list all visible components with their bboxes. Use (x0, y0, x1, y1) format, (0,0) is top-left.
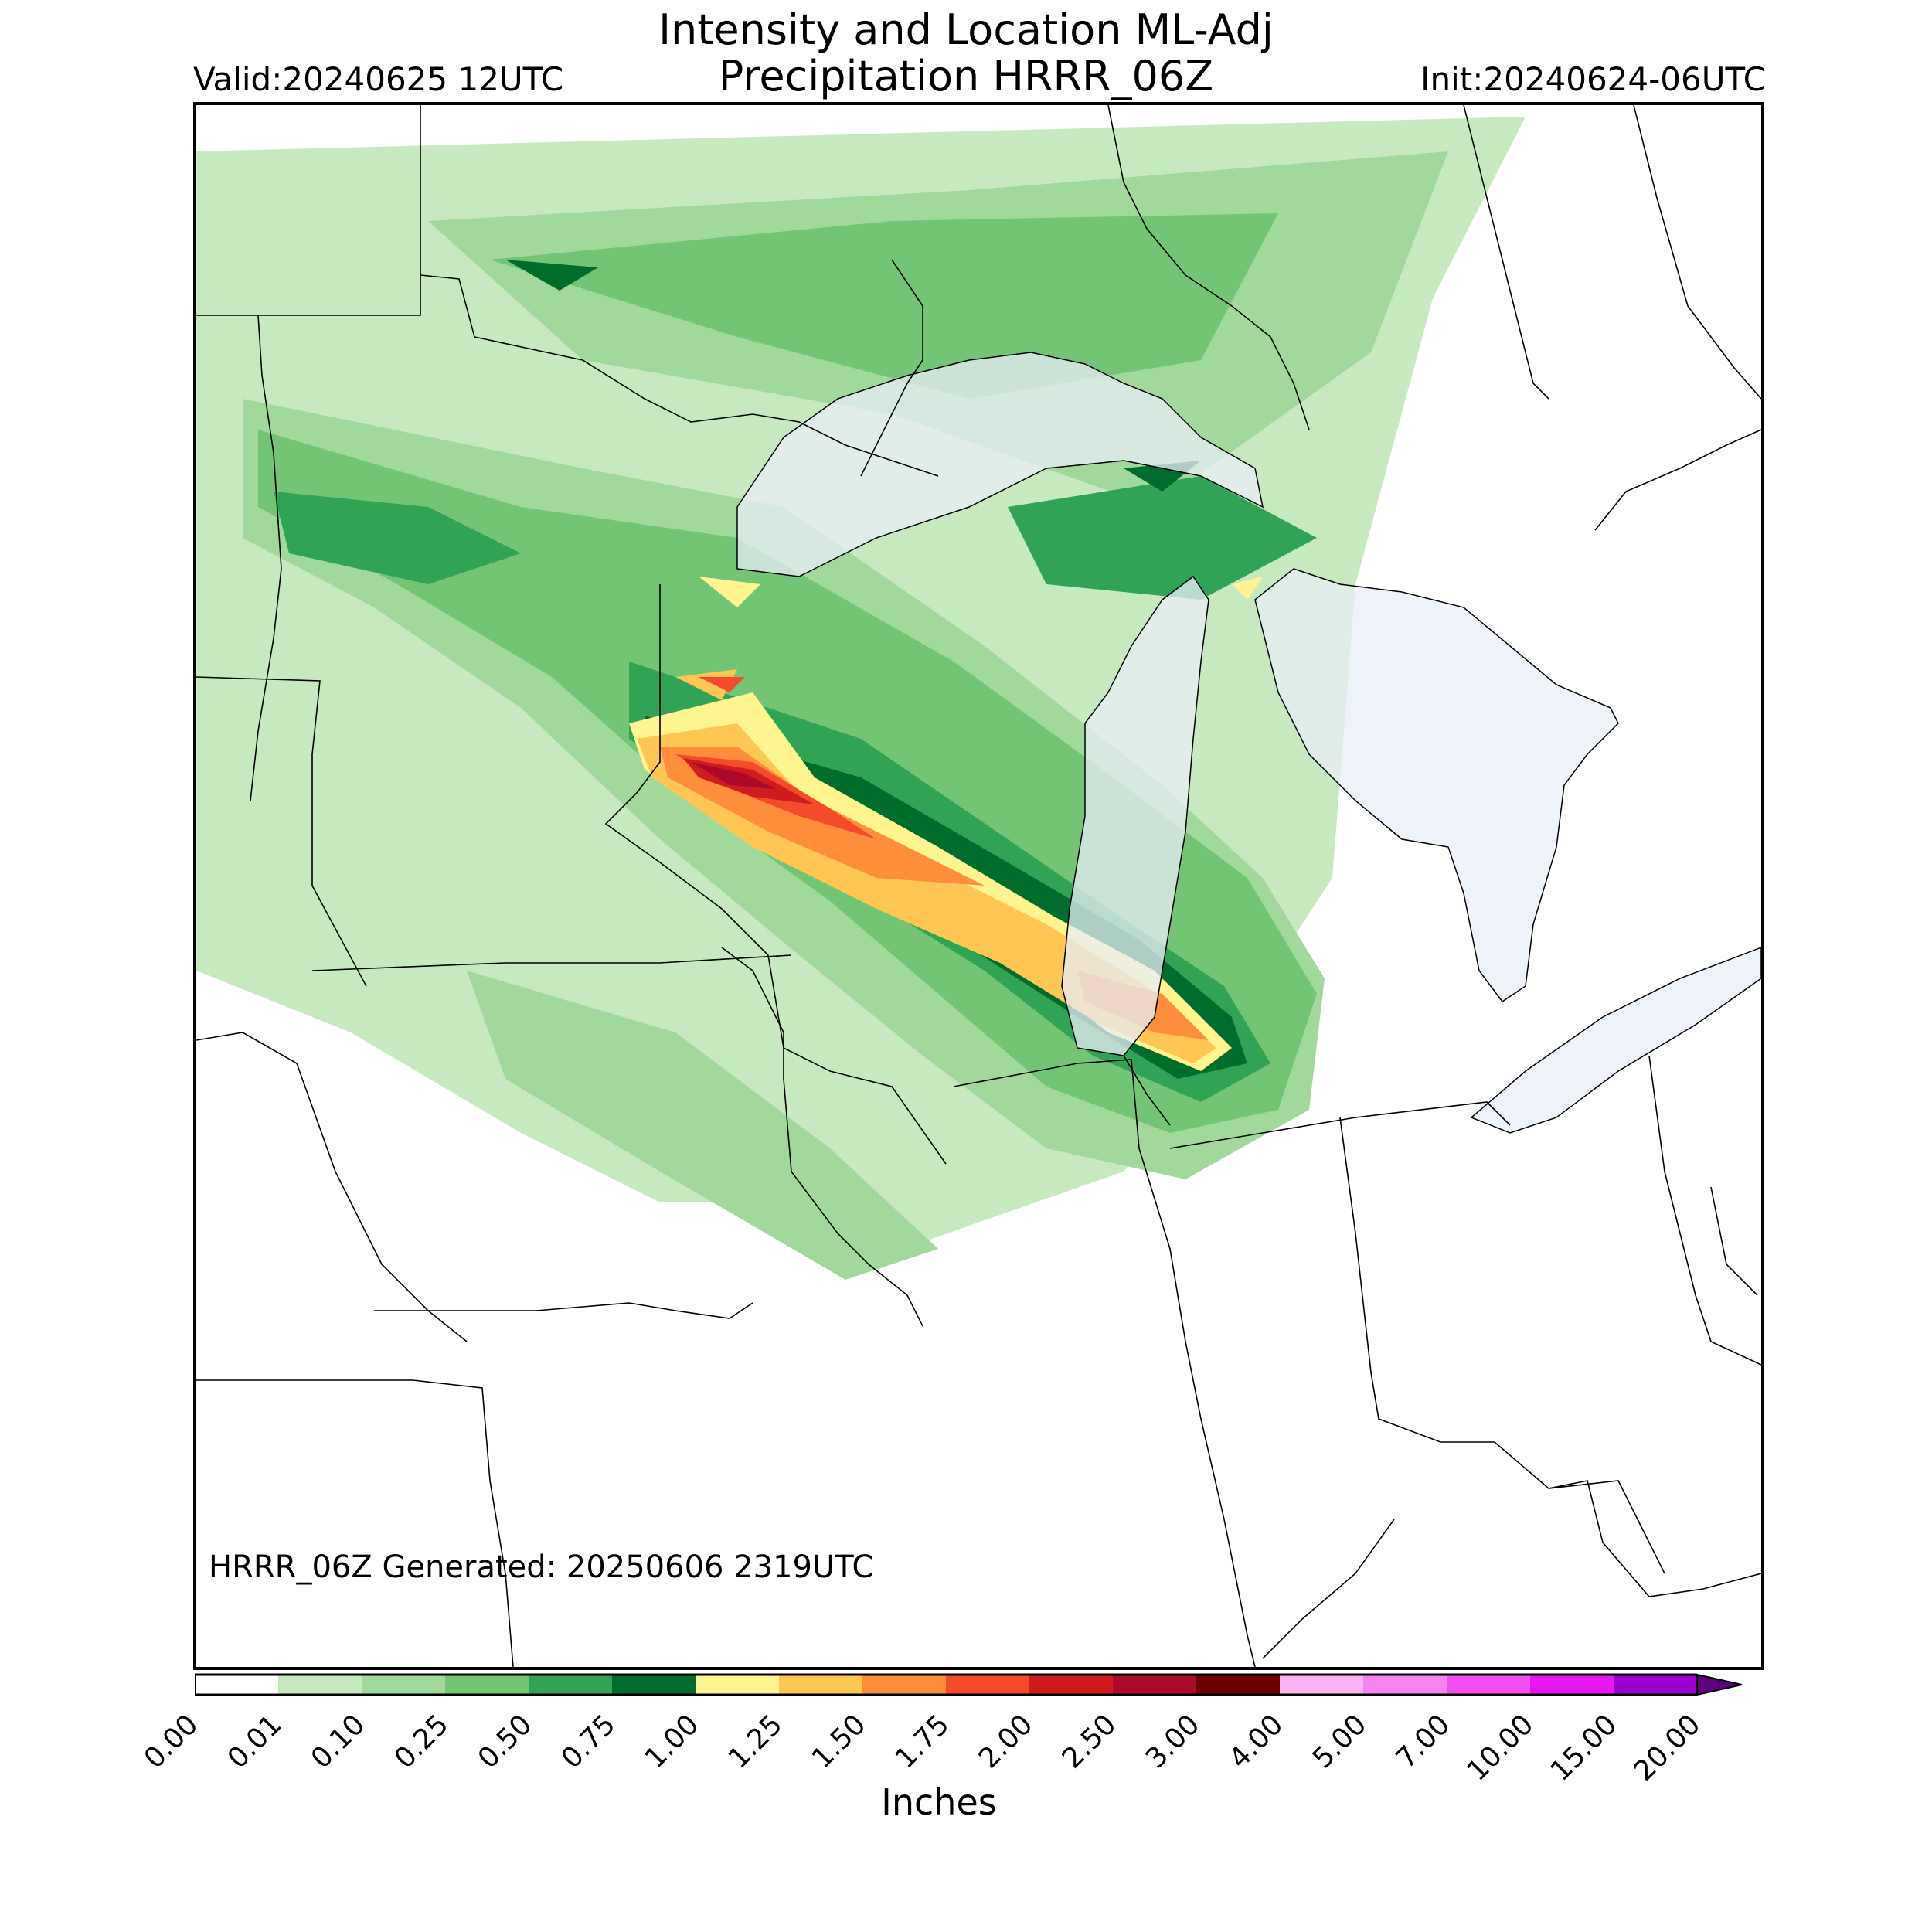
colorbar-swatch (696, 1675, 779, 1695)
chart-title-line2: Precipitation HRRR_06Z (718, 52, 1214, 100)
colorbar-tick-label: 10.00 (1461, 1709, 1540, 1787)
colorbar-swatch (362, 1675, 445, 1695)
colorbar-tick-label: 0.00 (138, 1709, 205, 1775)
colorbar-swatch (1614, 1675, 1697, 1695)
colorbar-swatch (946, 1675, 1029, 1695)
colorbar-tick-label: 1.50 (805, 1709, 872, 1775)
colorbar-tick-label: 3.00 (1139, 1709, 1206, 1775)
colorbar-tick-label: 0.01 (221, 1709, 288, 1775)
colorbar-swatch (779, 1675, 862, 1695)
colorbar-tick-label: 15.00 (1544, 1709, 1624, 1787)
colorbar-tick-label: 1.25 (722, 1709, 789, 1775)
colorbar-tick-label: 2.50 (1056, 1709, 1123, 1775)
lake-michigan (1061, 575, 1209, 1056)
colorbar-frame (195, 1673, 1697, 1696)
colorbar-tick-label: 4.00 (1223, 1709, 1290, 1775)
colorbar-tick-label: 0.75 (555, 1709, 622, 1775)
colorbar-swatch (529, 1675, 612, 1695)
colorbar-tick-label: 7.00 (1389, 1709, 1457, 1775)
colorbar-extend-arrow (1696, 1673, 1743, 1696)
colorbar-tick-label: 1.00 (638, 1709, 706, 1775)
colorbar-swatch (1280, 1675, 1363, 1695)
colorbar-swatch (612, 1675, 696, 1695)
colorbar-swatch (1029, 1675, 1113, 1695)
colorbar-swatch (1113, 1675, 1196, 1695)
generated-timestamp: HRRR_06Z Generated: 20250606 2319UTC (209, 1549, 874, 1585)
init-time-label: Init:20240624-06UTC (1420, 60, 1766, 98)
valid-time-label: Valid:20240625 12UTC (193, 60, 564, 98)
state-borders (196, 105, 1761, 1667)
colorbar (195, 1673, 1743, 1696)
colorbar-tick-label: 20.00 (1628, 1709, 1707, 1787)
colorbar-tick-label: 0.10 (304, 1709, 372, 1775)
lake-huron (1254, 568, 1619, 1003)
map-canvas (196, 105, 1761, 1667)
lake-erie (1470, 947, 1761, 1134)
colorbar-tick-label: 0.25 (388, 1709, 455, 1775)
precipitation-map (193, 102, 1764, 1670)
chart-title-line1: Intensity and Location ML-Adj (658, 5, 1274, 54)
colorbar-swatch (862, 1675, 946, 1695)
colorbar-swatch (195, 1675, 278, 1695)
colorbar-swatch (1447, 1675, 1530, 1695)
colorbar-units-label: Inches (881, 1781, 997, 1823)
colorbar-swatch (1530, 1675, 1614, 1695)
lake-superior (736, 352, 1264, 577)
colorbar-tick-label: 1.75 (889, 1709, 956, 1775)
precip-2.50-layer (691, 762, 776, 789)
colorbar-swatch (278, 1675, 362, 1695)
great-lakes (736, 352, 1761, 1134)
colorbar-swatch (445, 1675, 529, 1695)
colorbar-tick-label: 2.00 (972, 1709, 1039, 1775)
colorbar-tick-label: 0.50 (471, 1709, 539, 1775)
colorbar-tick-label: 5.00 (1306, 1709, 1373, 1775)
colorbar-swatch (1363, 1675, 1447, 1695)
colorbar-swatch (1196, 1675, 1280, 1695)
